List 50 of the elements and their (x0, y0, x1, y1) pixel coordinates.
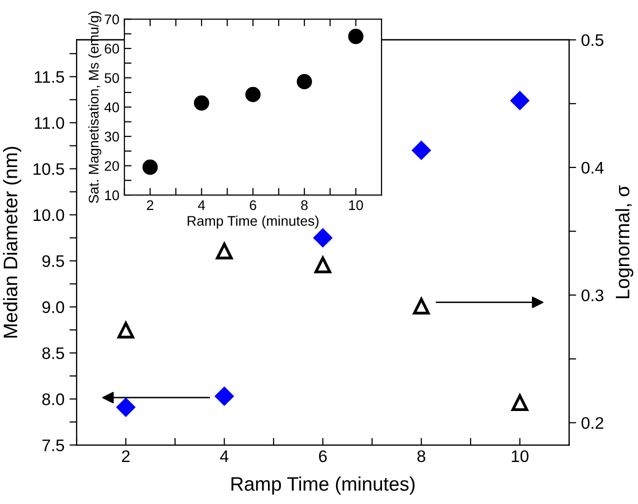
y-tick-label: 50 (104, 73, 120, 83)
x-tick-label: 4 (198, 200, 205, 210)
point (412, 140, 431, 160)
y-axis-title: Median Diameter (nm) (3, 146, 22, 338)
y-tick-label: 30 (104, 132, 120, 142)
point (413, 298, 430, 315)
x-tick-label: 10 (512, 450, 528, 462)
y2-tick-label: 0.5 (582, 34, 604, 46)
point (245, 86, 261, 102)
x-tick-label: 6 (250, 200, 256, 210)
x-tick-label: 2 (122, 450, 130, 462)
y2-tick-label: 0.2 (582, 417, 604, 429)
y-tick-label: 8.5 (42, 347, 64, 360)
point (194, 95, 210, 111)
y-tick-label: 11.5 (34, 71, 64, 83)
x-tick-label: 6 (319, 450, 327, 462)
x-axis-title: Ramp Time (minutes) (188, 216, 318, 229)
y-tick-label: 7.5 (42, 440, 64, 452)
point (117, 322, 134, 338)
y-tick-label: 8.0 (42, 393, 64, 406)
y-axis-title: Sat. Magnetisation, Ms (emu/g) (88, 11, 102, 203)
y-tick-label: 60 (104, 44, 120, 54)
y-tick-label: 9.0 (42, 301, 64, 314)
y-tick-label: 20 (104, 161, 120, 171)
x-tick-label: 8 (301, 200, 308, 210)
point (314, 256, 332, 274)
x-tick-label: 4 (220, 450, 228, 462)
x-tick-label: 8 (417, 450, 426, 462)
x-tick-label: 2 (146, 200, 154, 210)
y-tick-label: 10.0 (34, 209, 64, 221)
y-tick-label: 11.0 (34, 117, 64, 129)
y-tick-label: 10 (105, 190, 120, 200)
x-axis-title: Ramp Time (minutes) (232, 476, 415, 495)
y2-axis-title: Lognormal, σ (615, 185, 634, 298)
x-tick-label: 10 (349, 200, 363, 210)
point (512, 394, 528, 411)
y-tick-label: 9.5 (42, 255, 64, 268)
point (216, 242, 233, 260)
point (510, 91, 530, 110)
point (214, 386, 234, 406)
point (296, 74, 312, 90)
y2-tick-label: 0.3 (582, 289, 604, 302)
y-tick-label: 10.5 (34, 163, 64, 175)
point (313, 228, 332, 248)
y-tick-label: 40 (104, 102, 120, 112)
point (348, 28, 364, 44)
y2-tick-label: 0.4 (582, 162, 604, 174)
point (116, 398, 136, 417)
point (142, 160, 158, 175)
y-tick-label: 70 (104, 14, 120, 24)
